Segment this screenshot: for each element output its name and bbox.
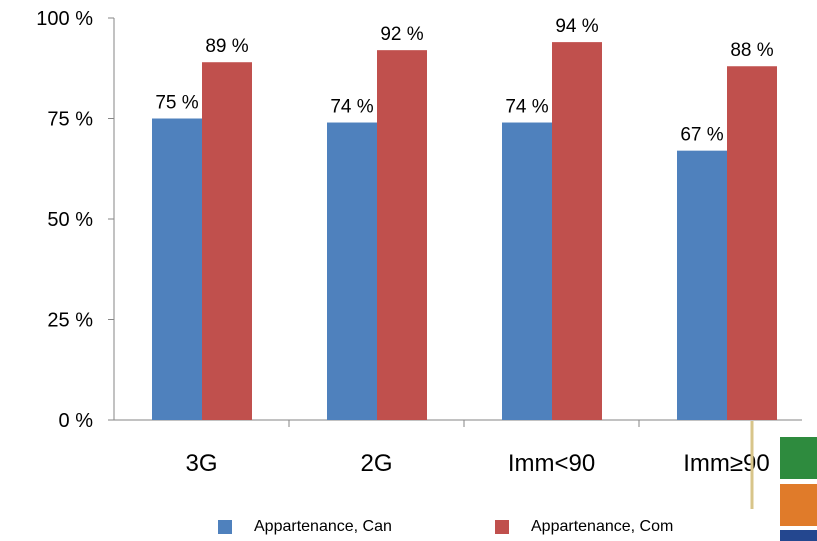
legend-swatch-com [495, 520, 509, 534]
bar-com [377, 50, 427, 420]
legend-item-com: Appartenance, Com [495, 518, 673, 536]
y-tick-label: 0 % [59, 410, 94, 432]
y-tick-label: 50 % [47, 209, 93, 231]
data-label-com: 89 % [205, 36, 248, 57]
data-label-can: 75 % [155, 93, 198, 114]
x-tick-label: 3G [185, 450, 217, 477]
y-tick-label: 25 % [47, 310, 93, 332]
data-label-com: 88 % [730, 40, 773, 61]
y-tick-label: 100 % [36, 8, 93, 30]
corner-block-green [780, 437, 817, 479]
legend-item-can: Appartenance, Can [218, 518, 392, 536]
corner-block-orange [780, 484, 817, 526]
corner-block-blue [780, 530, 817, 541]
y-tick-label: 75 % [47, 109, 93, 131]
data-label-com: 92 % [380, 24, 423, 45]
legend-label-com: Appartenance, Com [531, 518, 674, 535]
x-tick-label: Imm≥90 [683, 450, 770, 477]
data-label-can: 67 % [680, 125, 723, 146]
legend-swatch-can [218, 520, 232, 534]
bar-com [552, 42, 602, 421]
legend-label-can: Appartenance, Can [254, 518, 392, 535]
legend: Appartenance, Can Appartenance, Com [0, 518, 817, 538]
bar-com [727, 66, 777, 421]
bar-can [677, 150, 727, 420]
bar-com [202, 62, 252, 420]
x-tick-label: Imm<90 [508, 450, 595, 477]
data-label-can: 74 % [505, 97, 548, 118]
bar-can [327, 122, 377, 421]
bar-can [502, 122, 552, 421]
data-label-can: 74 % [330, 97, 373, 118]
data-label-com: 94 % [555, 16, 598, 37]
x-tick-label: 2G [360, 450, 392, 477]
bar-can [152, 118, 202, 420]
